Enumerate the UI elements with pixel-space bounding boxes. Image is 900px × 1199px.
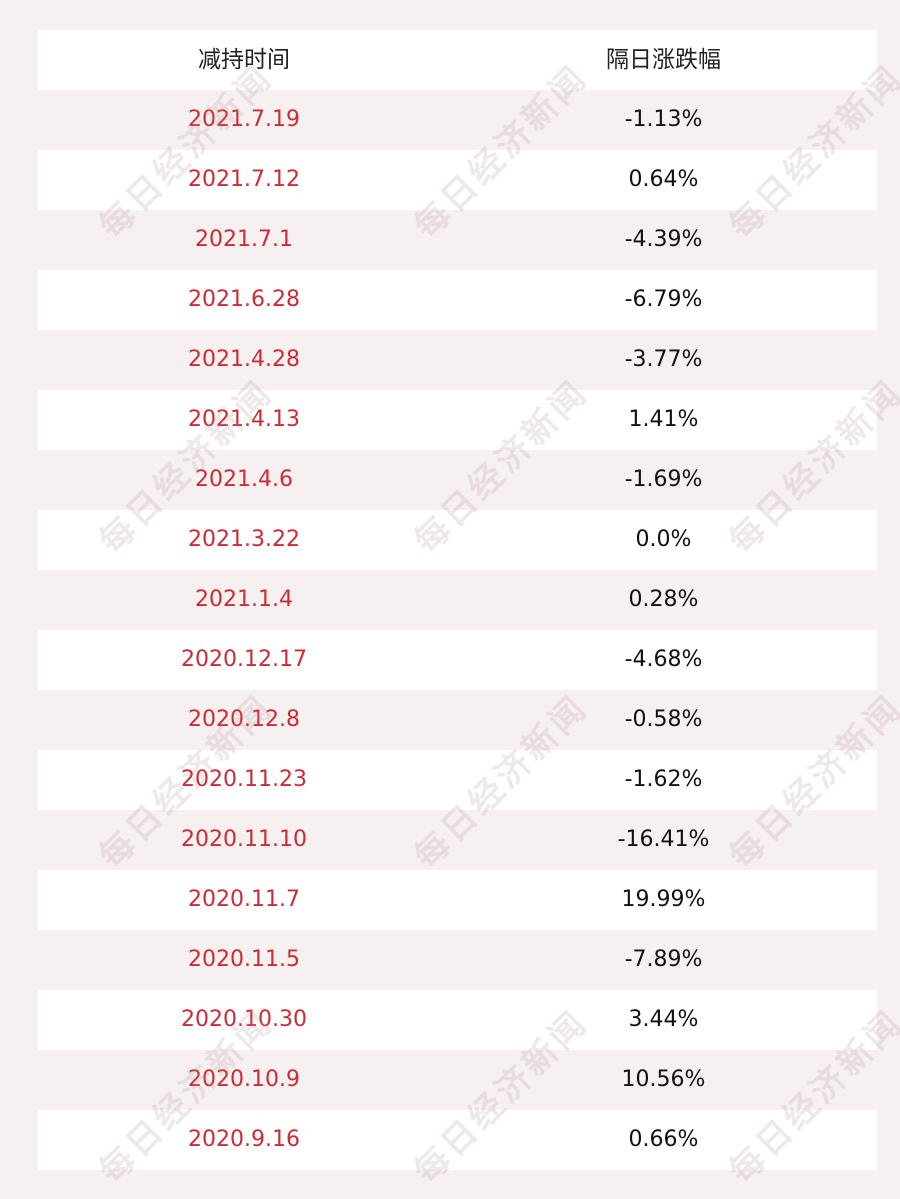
row-change: -4.39% — [624, 227, 703, 252]
table-header-row: 减持时间 隔日涨跌幅 — [38, 30, 877, 90]
row-date: 2020.10.30 — [181, 1007, 307, 1032]
row-date: 2021.7.1 — [195, 227, 293, 252]
data-table: 减持时间 隔日涨跌幅 2021.7.19 -1.13% 2021.7.12 0.… — [38, 30, 877, 1170]
row-change: -4.68% — [624, 647, 703, 672]
table-row: 2020.12.17 -4.68% — [38, 630, 877, 690]
row-change: 0.28% — [628, 587, 699, 612]
header-date-column: 减持时间 — [198, 47, 290, 73]
row-date: 2021.4.28 — [188, 347, 300, 372]
row-change: -1.62% — [624, 767, 703, 792]
table-row: 2021.7.19 -1.13% — [38, 90, 877, 150]
row-date: 2021.7.12 — [188, 167, 300, 192]
row-date: 2021.6.28 — [188, 287, 300, 312]
row-change: 10.56% — [621, 1067, 706, 1092]
row-change: -7.89% — [624, 947, 703, 972]
table-row: 2020.11.10 -16.41% — [38, 810, 877, 870]
table-row: 2021.1.4 0.28% — [38, 570, 877, 630]
row-date: 2020.9.16 — [188, 1127, 300, 1152]
row-change: -3.77% — [624, 347, 703, 372]
table-row: 2021.4.6 -1.69% — [38, 450, 877, 510]
table-row: 2021.7.12 0.64% — [38, 150, 877, 210]
table-row: 2020.12.8 -0.58% — [38, 690, 877, 750]
row-change: -1.69% — [624, 467, 703, 492]
row-date: 2020.11.7 — [188, 887, 300, 912]
row-change: -16.41% — [617, 827, 710, 852]
row-change: 19.99% — [621, 887, 706, 912]
table-row: 2020.9.16 0.66% — [38, 1110, 877, 1170]
row-date: 2020.10.9 — [188, 1067, 300, 1092]
row-date: 2020.11.5 — [188, 947, 300, 972]
table-row: 2020.10.30 3.44% — [38, 990, 877, 1050]
table-row: 2020.10.9 10.56% — [38, 1050, 877, 1110]
row-date: 2021.3.22 — [188, 527, 300, 552]
table-row: 2020.11.23 -1.62% — [38, 750, 877, 810]
row-change: -1.13% — [624, 107, 703, 132]
row-date: 2020.12.8 — [188, 707, 300, 732]
row-date: 2021.7.19 — [188, 107, 300, 132]
row-date: 2021.4.6 — [195, 467, 293, 492]
table-row: 2021.3.22 0.0% — [38, 510, 877, 570]
row-change: 0.0% — [635, 527, 692, 552]
row-change: -0.58% — [624, 707, 703, 732]
row-change: 0.66% — [628, 1127, 699, 1152]
row-date: 2020.12.17 — [181, 647, 307, 672]
row-change: 0.64% — [628, 167, 699, 192]
table-row: 2020.11.5 -7.89% — [38, 930, 877, 990]
row-change: -6.79% — [624, 287, 703, 312]
row-date: 2020.11.23 — [181, 767, 307, 792]
table-row: 2021.4.28 -3.77% — [38, 330, 877, 390]
row-date: 2021.1.4 — [195, 587, 293, 612]
header-change-column: 隔日涨跌幅 — [606, 47, 721, 73]
row-change: 3.44% — [628, 1007, 699, 1032]
table-row: 2020.11.7 19.99% — [38, 870, 877, 930]
table-row: 2021.6.28 -6.79% — [38, 270, 877, 330]
row-date: 2020.11.10 — [181, 827, 307, 852]
row-change: 1.41% — [628, 407, 699, 432]
table-row: 2021.4.13 1.41% — [38, 390, 877, 450]
table-row: 2021.7.1 -4.39% — [38, 210, 877, 270]
row-date: 2021.4.13 — [188, 407, 300, 432]
